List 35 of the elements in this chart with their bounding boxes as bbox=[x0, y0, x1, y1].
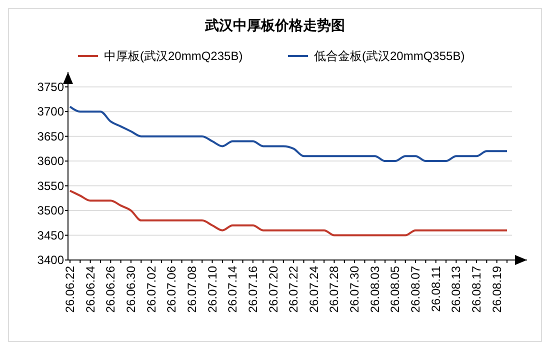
x-tick-label: 26.08.11 bbox=[428, 266, 443, 312]
x-tick-label: 26.06.26 bbox=[104, 266, 118, 313]
x-tick-label: 26.08.19 bbox=[490, 266, 504, 313]
x-tick-label: 26.08.03 bbox=[368, 266, 382, 313]
x-tick-label: 26.08.13 bbox=[449, 266, 464, 313]
x-tick-label: 26.07.30 bbox=[348, 266, 362, 313]
x-tick-label: 26.06.30 bbox=[124, 266, 138, 313]
x-tick-label: 26.07.22 bbox=[286, 266, 301, 313]
x-tick-label: 26.07.20 bbox=[266, 266, 280, 313]
x-tick-label: 26.07.06 bbox=[164, 266, 179, 313]
x-tick-label: 26.07.28 bbox=[327, 266, 342, 313]
legend-label: 中厚板(武汉20mmQ235B) bbox=[104, 49, 243, 63]
legend-label: 低合金板(武汉20mmQ355B) bbox=[314, 49, 465, 63]
x-tick-label: 26.06.24 bbox=[83, 266, 98, 313]
line-series bbox=[69, 106, 508, 162]
x-tick-label: 26.07.14 bbox=[226, 266, 240, 313]
x-tick-label: 26.07.08 bbox=[184, 266, 199, 313]
y-tick-label: 3400 bbox=[37, 253, 64, 267]
x-tick-label: 26.06.22 bbox=[63, 266, 77, 313]
x-tick-label: 26.08.07 bbox=[408, 266, 423, 313]
chart-title: 武汉中厚板价格走势图 bbox=[204, 17, 345, 33]
x-tick-label: 26.08.05 bbox=[388, 266, 402, 313]
y-tick-label: 3500 bbox=[37, 204, 64, 218]
x-tick-label: 26.08.17 bbox=[470, 266, 484, 313]
y-tick-label: 3450 bbox=[37, 228, 64, 242]
x-tick-label: 26.07.16 bbox=[246, 266, 260, 313]
y-tick-label: 3700 bbox=[37, 104, 64, 119]
y-tick-label: 3650 bbox=[37, 129, 64, 144]
x-tick-label: 26.07.02 bbox=[144, 266, 158, 313]
line-series bbox=[69, 190, 508, 236]
y-tick-label: 3550 bbox=[37, 178, 64, 193]
x-tick-label: 26.07.10 bbox=[205, 266, 220, 313]
y-tick-label: 3600 bbox=[37, 154, 64, 168]
x-tick-label: 26.07.24 bbox=[306, 266, 321, 313]
y-tick-label: 3750 bbox=[37, 80, 64, 94]
